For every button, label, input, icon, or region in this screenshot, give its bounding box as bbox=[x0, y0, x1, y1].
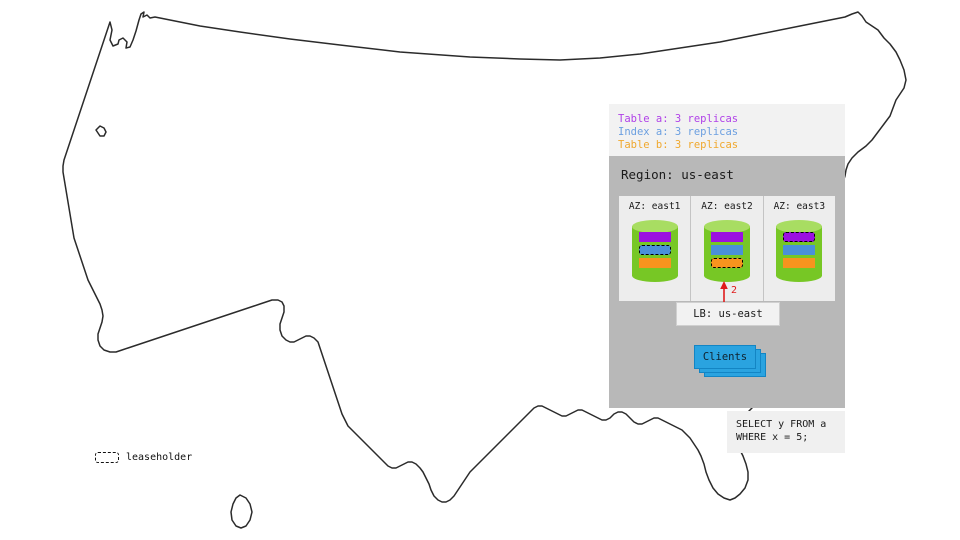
cylinder-top bbox=[631, 220, 678, 233]
replica-index-a-east3 bbox=[783, 245, 816, 255]
region-title: Region: us-east bbox=[621, 167, 734, 182]
az-cell-east2[interactable]: AZ: east2 bbox=[690, 196, 762, 301]
replica-index-a-east2 bbox=[710, 245, 743, 255]
replica-legend-table-a: Table a: 3 replicas bbox=[618, 113, 739, 125]
client-card-front: Clients bbox=[694, 345, 756, 369]
sql-query-box: SELECT y FROM a WHERE x = 5; bbox=[727, 411, 845, 453]
az-row: AZ: east1 AZ: east2 AZ: east3 bbox=[619, 196, 835, 301]
load-balancer-box[interactable]: LB: us-east bbox=[676, 302, 780, 326]
az-label-east3: AZ: east3 bbox=[773, 201, 826, 212]
database-cylinder-east2 bbox=[703, 220, 750, 282]
replica-table-b-east2-leaseholder bbox=[710, 258, 743, 268]
replica-table-a-east2 bbox=[710, 232, 743, 242]
replica-table-a-east1 bbox=[638, 232, 671, 242]
database-cylinder-east1 bbox=[631, 220, 678, 282]
replica-index-a-east1-leaseholder bbox=[638, 245, 671, 255]
az-label-east2: AZ: east2 bbox=[701, 201, 753, 212]
sql-query-line-2: WHERE x = 5; bbox=[736, 432, 809, 443]
replica-legend-table-b: Table b: 3 replicas bbox=[618, 139, 739, 151]
az-label-east1: AZ: east1 bbox=[628, 201, 681, 212]
cylinder-bottom bbox=[703, 269, 750, 282]
replica-legend-index-a: Index a: 3 replicas bbox=[618, 126, 739, 138]
sql-query-line-1: SELECT y FROM a bbox=[736, 419, 827, 430]
az-cell-east1[interactable]: AZ: east1 bbox=[619, 196, 690, 301]
cylinder-bottom bbox=[776, 269, 823, 282]
replica-table-b-east3 bbox=[783, 258, 816, 268]
cylinder-top bbox=[703, 220, 750, 233]
leaseholder-legend: leaseholder bbox=[95, 448, 192, 466]
cylinder-bottom bbox=[631, 269, 678, 282]
replica-table-b-east1 bbox=[638, 258, 671, 268]
flow-arrow-label: 2 bbox=[731, 285, 738, 296]
replica-legend-box: Table a: 3 replicas Index a: 3 replicas … bbox=[609, 104, 845, 156]
cylinder-top bbox=[776, 220, 823, 233]
leaseholder-legend-label: leaseholder bbox=[126, 451, 193, 463]
database-cylinder-east3 bbox=[776, 220, 823, 282]
replica-table-a-east3-leaseholder bbox=[783, 232, 816, 242]
az-cell-east3[interactable]: AZ: east3 bbox=[762, 196, 835, 301]
clients-stack[interactable]: Clients bbox=[694, 345, 770, 379]
leaseholder-swatch-icon bbox=[95, 451, 119, 463]
